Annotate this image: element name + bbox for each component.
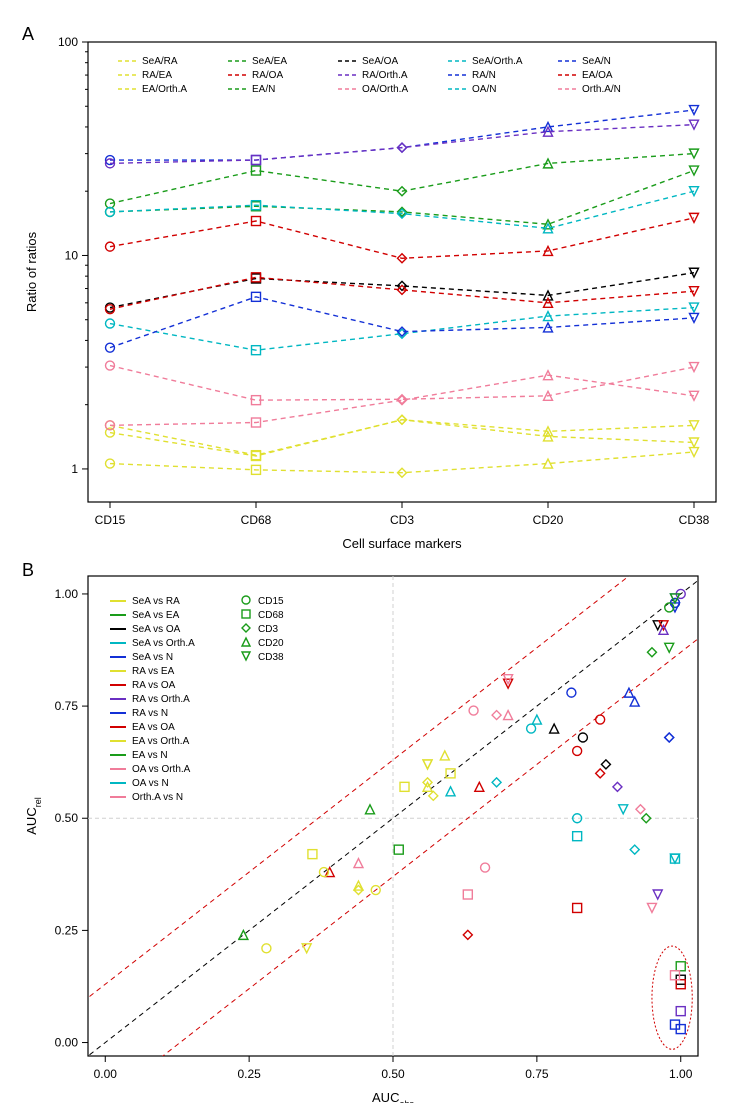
- legend-label: CD68: [258, 610, 284, 621]
- ytick-label: 1.00: [55, 587, 79, 601]
- legend-label: OA/N: [472, 84, 496, 95]
- legend-label: EA/N: [252, 84, 275, 95]
- legend-label: EA vs Orth.A: [132, 736, 190, 747]
- legend-label: EA vs N: [132, 750, 168, 761]
- legend-label: OA vs N: [132, 778, 169, 789]
- legend-label: CD38: [258, 652, 284, 663]
- legend-label: RA vs EA: [132, 666, 175, 677]
- legend-label: EA/Orth.A: [142, 84, 187, 95]
- xtick-label: CD38: [679, 513, 710, 527]
- xlabel: Cell surface markers: [342, 536, 462, 551]
- ylabel: AUCrel: [24, 797, 43, 834]
- xtick-label: CD68: [241, 513, 272, 527]
- legend-label: SeA vs N: [132, 652, 173, 663]
- ytick-label: 0.75: [55, 699, 79, 713]
- legend-label: RA/N: [472, 70, 496, 81]
- legend-label: RA vs OA: [132, 680, 176, 691]
- legend-label: CD3: [258, 624, 278, 635]
- legend-label: SeA/RA: [142, 56, 178, 67]
- ytick-label: 0.25: [55, 923, 79, 937]
- legend-label: SeA/OA: [362, 56, 398, 67]
- legend-label: CD20: [258, 638, 284, 649]
- legend-label: OA vs Orth.A: [132, 764, 191, 775]
- xtick-label: 0.50: [381, 1067, 405, 1081]
- figure-canvas: A 1 10 100 CD15 CD68 CD3 CD20 CD38 Cell surface m…: [0, 0, 756, 1103]
- legend-label: SeA/N: [582, 56, 611, 67]
- legend-label: OA/Orth.A: [362, 84, 408, 95]
- legend-label: SeA/EA: [252, 56, 287, 67]
- xtick-label: 0.75: [525, 1067, 549, 1081]
- xtick-label: 1.00: [669, 1067, 693, 1081]
- xtick-label: CD20: [533, 513, 564, 527]
- highlight-ellipse: [652, 946, 692, 1049]
- legend-label: RA/Orth.A: [362, 70, 408, 81]
- legend-label: EA vs OA: [132, 722, 175, 733]
- legend-label: RA/OA: [252, 70, 283, 81]
- xtick-label: CD15: [95, 513, 126, 527]
- ytick-label: 0.50: [55, 811, 79, 825]
- ytick-label: 10: [65, 248, 79, 262]
- legend-label: SeA vs EA: [132, 610, 180, 621]
- panel-a-frame: [88, 42, 716, 502]
- series-line: [110, 452, 694, 473]
- xlabel: AUCabs: [372, 1090, 414, 1103]
- panel-b-legend: SeA vs RA SeA vs EA SeA vs OA SeA vs Orth.A…: [110, 596, 284, 803]
- series-line: [110, 297, 694, 348]
- xtick-label: 0.25: [237, 1067, 261, 1081]
- legend-label: Orth.A/N: [582, 84, 621, 95]
- legend-label: RA vs Orth.A: [132, 694, 190, 705]
- legend-label: SeA/Orth.A: [472, 56, 523, 67]
- ytick-label: 1: [71, 462, 78, 476]
- series-line: [110, 375, 694, 425]
- legend-label: SeA vs RA: [132, 596, 180, 607]
- legend-label: RA/EA: [142, 70, 172, 81]
- series-line: [110, 218, 694, 258]
- legend-label: CD15: [258, 596, 284, 607]
- xtick-label: 0.00: [94, 1067, 118, 1081]
- panel-a-label: A: [22, 24, 34, 44]
- legend-label: SeA vs Orth.A: [132, 638, 195, 649]
- legend-label: RA vs N: [132, 708, 168, 719]
- panel-b-label: B: [22, 560, 34, 580]
- legend-label: Orth.A vs N: [132, 792, 183, 803]
- ylabel: Ratio of ratios: [24, 231, 39, 312]
- legend-label: SeA vs OA: [132, 624, 181, 635]
- legend-label: EA/OA: [582, 70, 613, 81]
- panel-a-legend: SeA/RA SeA/EA SeA/OA SeA/Orth.A SeA/N RA/EA RA…: [108, 50, 666, 100]
- ytick-label: 100: [58, 35, 78, 49]
- xtick-label: CD3: [390, 513, 414, 527]
- ytick-label: 0.00: [55, 1036, 79, 1050]
